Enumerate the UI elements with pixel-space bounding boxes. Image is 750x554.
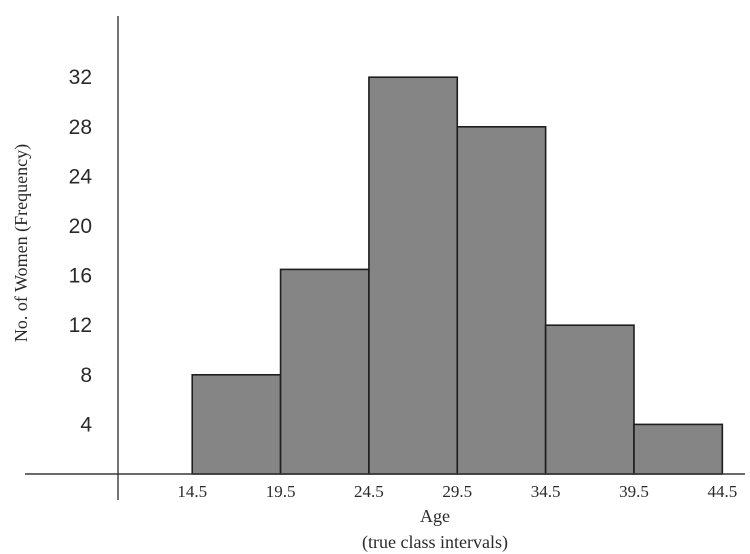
y-tick-label: 32 <box>69 66 92 89</box>
y-tick-label: 16 <box>69 265 92 288</box>
y-tick-label: 12 <box>69 314 92 337</box>
y-axis-title: No. of Women (Frequency) <box>11 144 32 342</box>
y-tick-label: 28 <box>69 116 92 139</box>
histogram-bar-6 <box>633 423 724 475</box>
x-tick-label: 14.5 <box>177 482 207 501</box>
x-tick-label: 39.5 <box>619 482 649 501</box>
x-axis-title: Age <box>420 506 450 526</box>
histogram-bar-1 <box>191 373 282 475</box>
y-tick-label: 8 <box>80 364 92 387</box>
y-tick-label: 4 <box>80 413 92 436</box>
y-tick-label: 20 <box>69 215 92 238</box>
y-tick-labels: 4 8 12 16 20 24 28 32 <box>69 66 93 436</box>
histogram-bar-5 <box>544 324 635 475</box>
histogram-bar-4 <box>456 126 547 475</box>
histogram-bar-2 <box>279 268 370 475</box>
bars-group <box>191 76 724 475</box>
y-tick-label: 24 <box>69 165 93 188</box>
x-tick-label: 29.5 <box>442 482 472 501</box>
x-tick-label: 44.5 <box>707 482 737 501</box>
x-tick-label: 19.5 <box>266 482 296 501</box>
x-tick-labels: 14.5 19.5 24.5 29.5 34.5 39.5 44.5 <box>177 482 737 501</box>
x-tick-label: 34.5 <box>531 482 561 501</box>
x-tick-label: 24.5 <box>354 482 384 501</box>
x-axis-subtitle: (true class intervals) <box>362 532 508 553</box>
histogram-bar-3 <box>368 76 459 475</box>
